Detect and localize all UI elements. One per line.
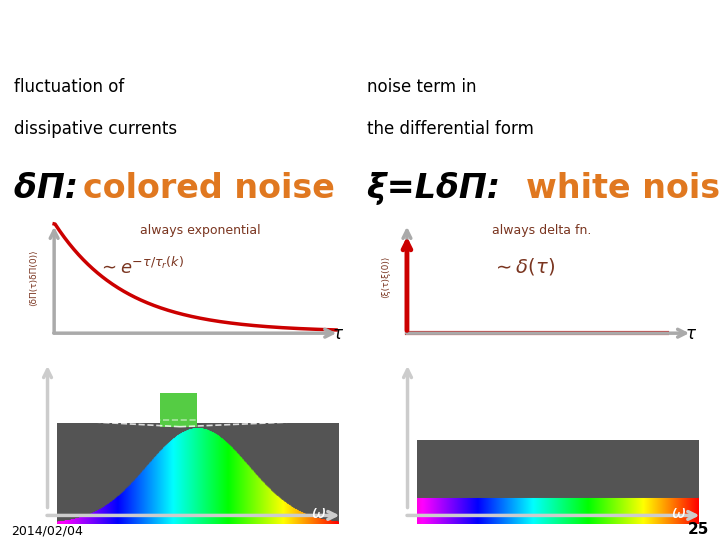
- Text: ⟨δΠ(τ)δΠ(0)⟩: ⟨δΠ(τ)δΠ(0)⟩: [29, 249, 38, 306]
- Bar: [160, 393, 197, 427]
- Text: colored noise: colored noise: [84, 172, 335, 205]
- Text: 2T Re G(ω): 2T Re G(ω): [30, 404, 40, 459]
- Text: $\sim e^{-\tau/\tau_r(k)}$: $\sim e^{-\tau/\tau_r(k)}$: [99, 256, 184, 278]
- Text: noise term in: noise term in: [367, 78, 477, 96]
- Text: ω: ω: [312, 504, 326, 522]
- Text: fluctuation of: fluctuation of: [14, 78, 125, 96]
- Text: 2014/02/04: 2014/02/04: [11, 524, 83, 537]
- Text: ξ=LδΠ:: ξ=LδΠ:: [367, 172, 512, 205]
- Text: ω: ω: [672, 504, 686, 522]
- Text: 25: 25: [688, 522, 709, 537]
- Text: dissipative currents: dissipative currents: [14, 120, 177, 138]
- Bar: [520, 403, 557, 440]
- Text: δΠ:: δΠ:: [14, 172, 90, 205]
- Text: the differential form: the differential form: [367, 120, 534, 138]
- Text: always delta fn.: always delta fn.: [492, 224, 592, 237]
- Text: τ: τ: [685, 325, 696, 343]
- Text: always exponential: always exponential: [140, 224, 261, 237]
- Text: white noise: white noise: [526, 172, 720, 205]
- Text: τ: τ: [333, 325, 343, 343]
- Text: ⟨ξ(τ)ξ(0)⟩: ⟨ξ(τ)ξ(0)⟩: [382, 256, 391, 299]
- Text: 2T Re G(ω): 2T Re G(ω): [390, 404, 400, 459]
- Text: $\sim\delta(\tau)$: $\sim\delta(\tau)$: [492, 256, 556, 277]
- Text: White noise in the differential form: White noise in the differential form: [22, 18, 688, 52]
